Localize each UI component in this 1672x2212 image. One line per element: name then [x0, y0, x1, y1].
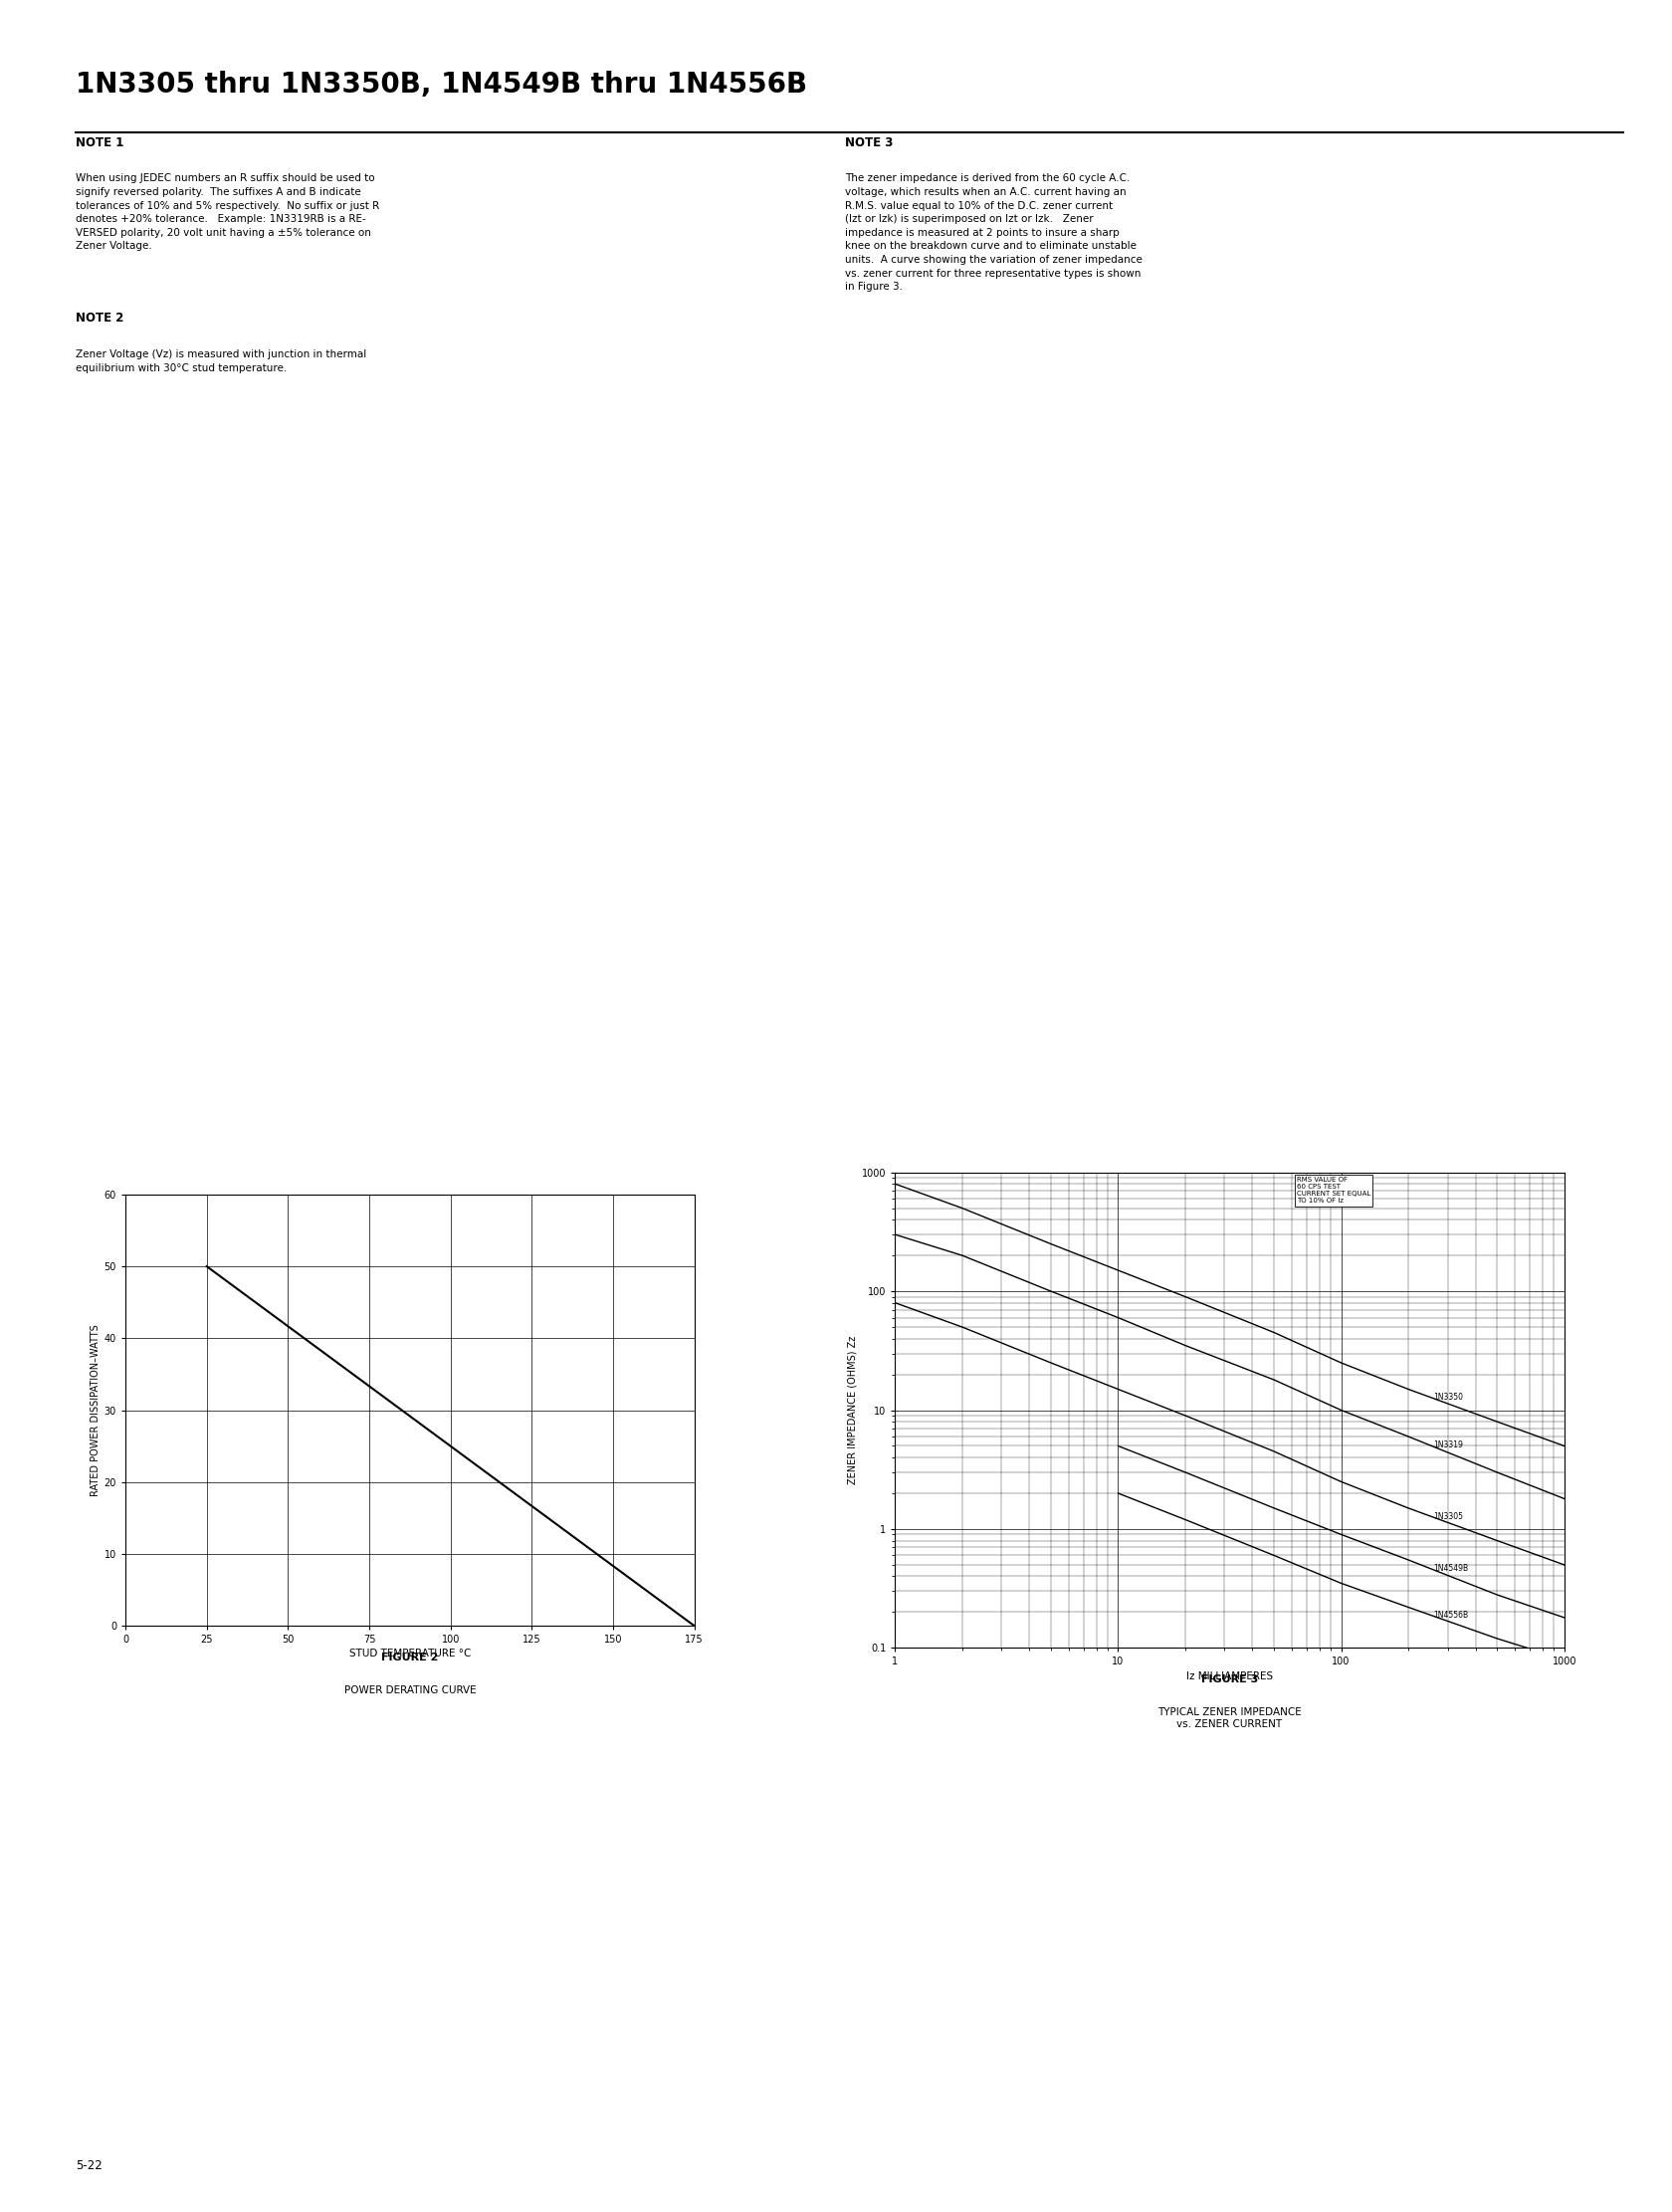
Y-axis label: RATED POWER DISSIPATION–WATTS: RATED POWER DISSIPATION–WATTS [90, 1325, 100, 1495]
Text: FIGURE 2: FIGURE 2 [381, 1652, 438, 1663]
X-axis label: Iz MILLIAMPERES: Iz MILLIAMPERES [1185, 1670, 1272, 1681]
X-axis label: STUD TEMPERATURE °C: STUD TEMPERATURE °C [349, 1648, 470, 1659]
Text: POWER DERATING CURVE: POWER DERATING CURVE [344, 1686, 475, 1697]
Text: 1N3305 thru 1N3350B, 1N4549B thru 1N4556B: 1N3305 thru 1N3350B, 1N4549B thru 1N4556… [75, 71, 806, 100]
Text: When using JEDEC numbers an R suffix should be used to
signify reversed polarity: When using JEDEC numbers an R suffix sho… [75, 175, 380, 252]
Text: Zener Voltage (Vz) is measured with junction in thermal
equilibrium with 30°C st: Zener Voltage (Vz) is measured with junc… [75, 349, 366, 374]
Text: NOTE 3: NOTE 3 [844, 137, 893, 148]
Text: RMS VALUE OF
60 CPS TEST
CURRENT SET EQUAL
TO 10% OF Iz: RMS VALUE OF 60 CPS TEST CURRENT SET EQU… [1296, 1177, 1369, 1203]
Y-axis label: ZENER IMPEDANCE (OHMS) Zz: ZENER IMPEDANCE (OHMS) Zz [848, 1336, 858, 1484]
Text: 5-22: 5-22 [75, 2159, 102, 2172]
Text: 1N3319: 1N3319 [1433, 1440, 1463, 1449]
Text: The zener impedance is derived from the 60 cycle A.C.
voltage, which results whe: The zener impedance is derived from the … [844, 175, 1142, 292]
Text: 1N3350: 1N3350 [1433, 1394, 1463, 1402]
Text: NOTE 2: NOTE 2 [75, 312, 124, 325]
Text: NOTE 1: NOTE 1 [75, 137, 124, 148]
Text: FIGURE 3: FIGURE 3 [1200, 1674, 1257, 1686]
Text: 1N4556B: 1N4556B [1433, 1610, 1468, 1619]
Text: 1N3305: 1N3305 [1433, 1513, 1463, 1522]
Text: 1N4549B: 1N4549B [1433, 1564, 1468, 1573]
Text: TYPICAL ZENER IMPEDANCE
vs. ZENER CURRENT: TYPICAL ZENER IMPEDANCE vs. ZENER CURREN… [1157, 1708, 1301, 1730]
